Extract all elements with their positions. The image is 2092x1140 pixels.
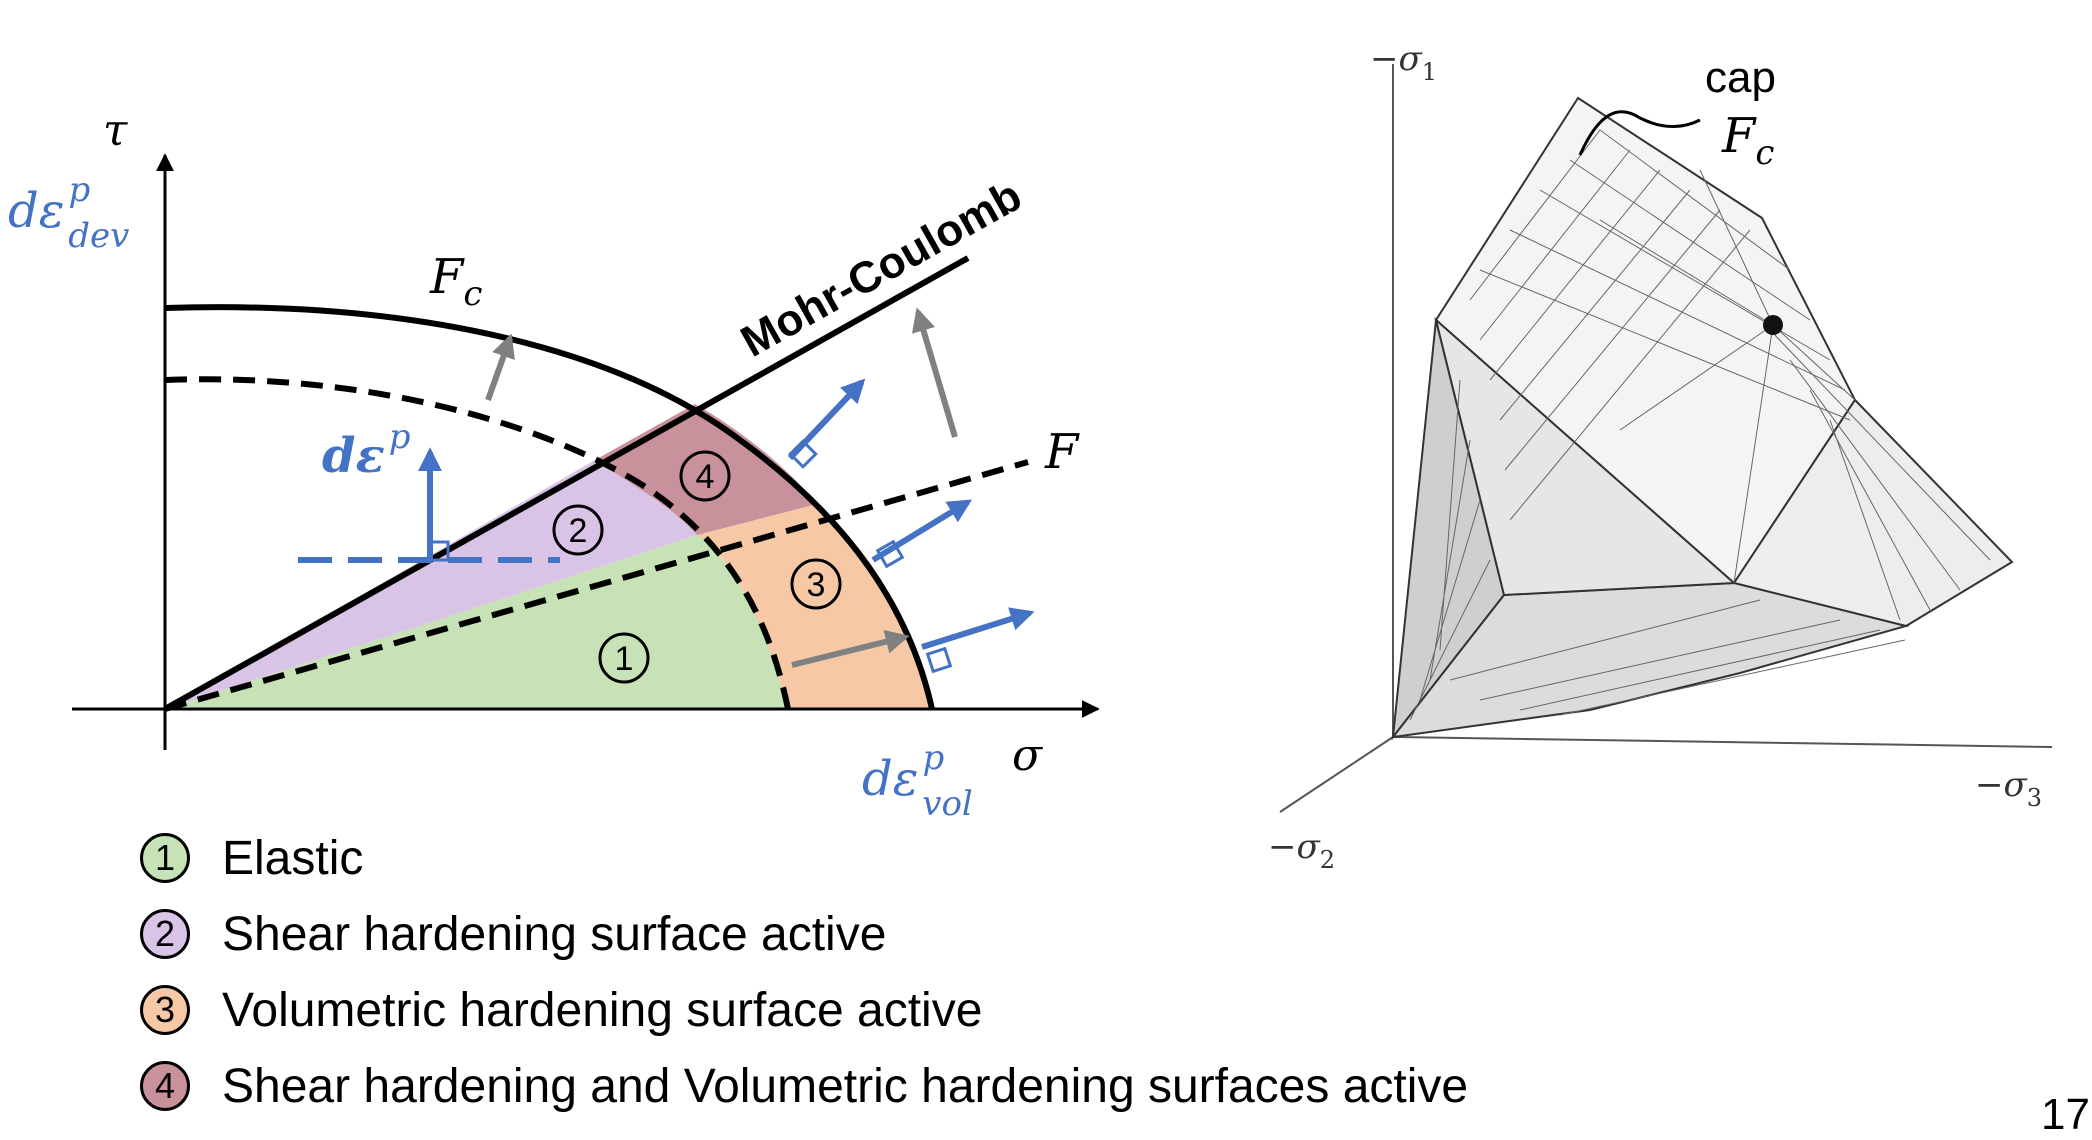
sigma3-label: −σ3 [1975,765,2042,812]
flow-arrow-1 [790,382,862,458]
cap-move-arrow-2 [918,312,955,437]
legend-text-3: Volumetric hardening surface active [222,983,982,1038]
region-1-number: 1 [615,640,634,678]
mesh-center [1763,315,1783,335]
strain-inc-sup: p [389,417,411,457]
sigma1-sub: 1 [1422,58,1437,86]
strain-dev-base: dε [8,183,64,239]
sigma2-axis [1280,737,1393,812]
strain-dev-label: dε p dev [8,170,129,256]
strain-vol-sup: p [922,738,944,778]
tau-label: τ [103,105,128,156]
legend-text-1: Elastic [222,831,363,886]
f-label: F [1044,424,1080,480]
fc-label: Fc [429,249,482,314]
strain-dev-sup: p [68,170,90,210]
mohr-coulomb-label: Mohr-Coulomb [733,171,1030,367]
strain-inc-label: dε p [322,417,411,484]
legend-text-4: Shear hardening and Volumetric hardening… [222,1059,1468,1114]
region-2-number: 2 [569,512,588,550]
region-4-number: 4 [696,458,715,496]
strain-inc-base: dε [322,428,385,484]
cap-fc-base: F [1721,108,1757,164]
flow-arrow-2 [873,502,968,560]
normal-marker-3 [928,649,951,672]
legend-badge-3: 3 [140,985,190,1035]
legend-item-both: 4 Shear hardening and Volumetric hardeni… [140,1048,1740,1124]
principal-stress-diagram: −σ1 −σ2 −σ3 cap Fc [1268,39,2052,874]
fc-sub: c [463,274,482,314]
yield-surface-diagram: 1 2 3 4 τ dε p dev σ dε p vol dε p Mohr-Coulo… [8,105,1098,824]
strain-vol-sub: vol [922,784,973,824]
legend-item-elastic: 1 Elastic [140,820,1740,896]
legend-badge-2: 2 [140,909,190,959]
cap-label: cap [1705,53,1776,102]
legend: 1 Elastic 2 Shear hardening surface acti… [140,820,1740,1124]
cap-fc-sub: c [1755,133,1774,173]
sigma-label: σ [1012,730,1044,781]
sigma3-axis [1393,737,2052,747]
flow-arrow-3 [922,613,1030,647]
legend-item-shear: 2 Shear hardening surface active [140,896,1740,972]
fc-base: F [429,249,465,305]
legend-badge-4: 4 [140,1061,190,1111]
region-3-number: 3 [807,566,826,604]
legend-item-volumetric: 3 Volumetric hardening surface active [140,972,1740,1048]
legend-text-2: Shear hardening surface active [222,907,886,962]
yield-surface-mesh [1393,98,2012,737]
strain-dev-sub: dev [68,216,129,256]
sigma1-base: −σ [1370,39,1422,79]
cap-fc-label: Fc [1721,108,1774,173]
sigma1-label: −σ1 [1370,39,1437,86]
page-number: 17 [2041,1090,2090,1140]
strain-vol-base: dε [862,751,918,807]
sigma3-base: −σ [1975,765,2027,805]
sigma3-sub: 3 [2027,784,2042,812]
cap-move-arrow-1 [488,338,510,400]
strain-vol-label: dε p vol [862,738,973,824]
legend-badge-1: 1 [140,833,190,883]
